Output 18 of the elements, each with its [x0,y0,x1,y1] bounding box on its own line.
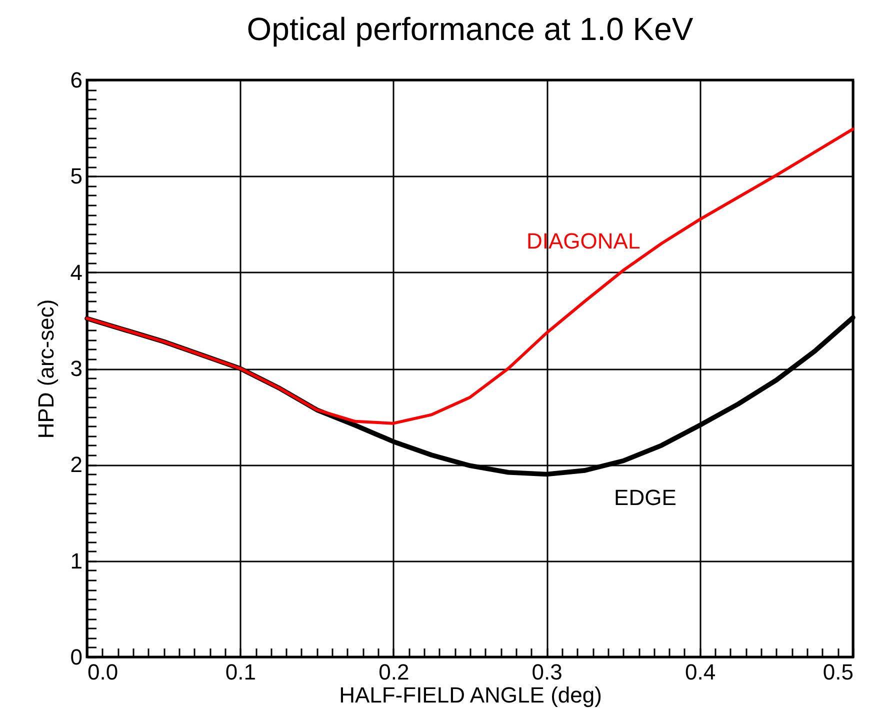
x-axis-title: HALF-FIELD ANGLE (deg) [339,682,602,708]
x-tick-label: 0.5 [822,660,854,684]
series-label: EDGE [614,484,676,510]
line-series [86,128,854,425]
x-tick-label: 0.1 [225,660,256,684]
x-tick-label: 0.0 [88,660,118,684]
chart-title: Optical performance at 1.0 KeV [246,11,694,47]
y-tick-label: 4 [70,260,82,285]
y-tick-label: 0 [70,644,82,670]
y-tick-label: 2 [70,452,82,478]
x-tick-label: 0.2 [378,660,410,684]
y-axis-title: HPD (arc-sec) [33,299,58,439]
y-tick-label: 3 [70,356,82,381]
y-tick-label: 5 [70,164,82,189]
x-tick-label: 0.4 [685,660,716,684]
x-tick-label: 0.3 [532,660,562,684]
y-tick-label: 1 [70,548,82,574]
y-tick-label: 6 [70,68,82,92]
